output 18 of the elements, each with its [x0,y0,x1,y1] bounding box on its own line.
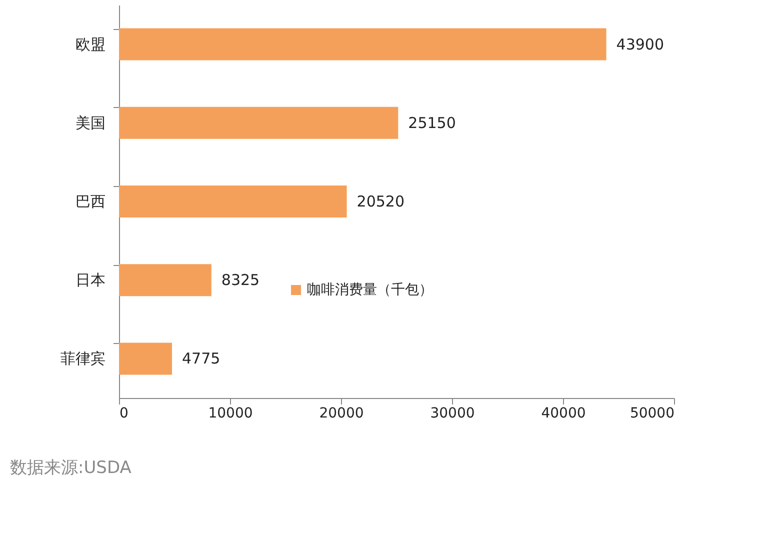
legend-label: 咖啡消费量（千包） [307,282,433,298]
y-tick-label: 菲律宾 [60,350,106,368]
data-label: 25150 [408,114,456,132]
x-tick-label: 0 [120,406,128,422]
y-tick-label: 日本 [76,271,106,290]
data-label: 20520 [356,192,404,210]
x-tick-label: 20000 [319,406,364,422]
x-tick-label: 10000 [208,406,253,422]
x-tick-label: 50000 [630,406,674,422]
data-label: 4775 [182,350,220,368]
y-tick-label: 欧盟 [76,35,106,54]
data-label: 8325 [221,271,260,290]
y-tick-label: 美国 [76,114,106,132]
y-tick-label: 巴西 [76,192,106,210]
x-tick-label: 40000 [541,406,586,422]
source-note: 数据来源:USDA [10,458,132,478]
x-tick-label: 30000 [430,406,475,422]
data-label: 43900 [616,35,664,54]
